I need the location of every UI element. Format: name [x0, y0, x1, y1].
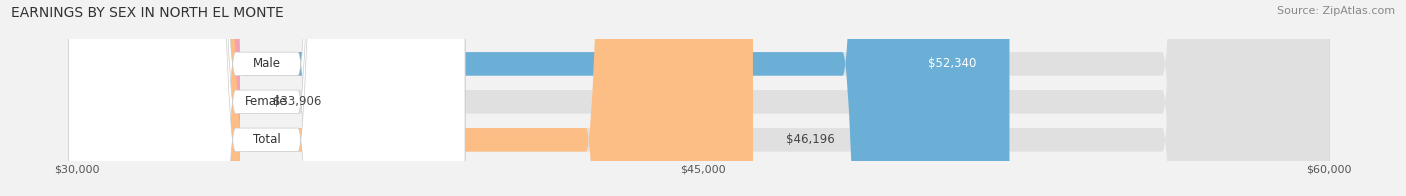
Text: Total: Total	[253, 133, 281, 146]
FancyBboxPatch shape	[77, 0, 1329, 196]
Text: $52,340: $52,340	[928, 57, 976, 70]
Text: $46,196: $46,196	[786, 133, 835, 146]
Text: Source: ZipAtlas.com: Source: ZipAtlas.com	[1277, 6, 1395, 16]
Text: Female: Female	[246, 95, 288, 108]
FancyBboxPatch shape	[77, 0, 1010, 196]
Text: EARNINGS BY SEX IN NORTH EL MONTE: EARNINGS BY SEX IN NORTH EL MONTE	[11, 6, 284, 20]
Text: Male: Male	[253, 57, 281, 70]
FancyBboxPatch shape	[69, 0, 465, 196]
FancyBboxPatch shape	[77, 0, 1329, 196]
FancyBboxPatch shape	[73, 0, 243, 196]
FancyBboxPatch shape	[77, 0, 1329, 196]
FancyBboxPatch shape	[69, 0, 465, 196]
FancyBboxPatch shape	[77, 0, 754, 196]
Text: $33,906: $33,906	[273, 95, 322, 108]
FancyBboxPatch shape	[69, 0, 465, 196]
